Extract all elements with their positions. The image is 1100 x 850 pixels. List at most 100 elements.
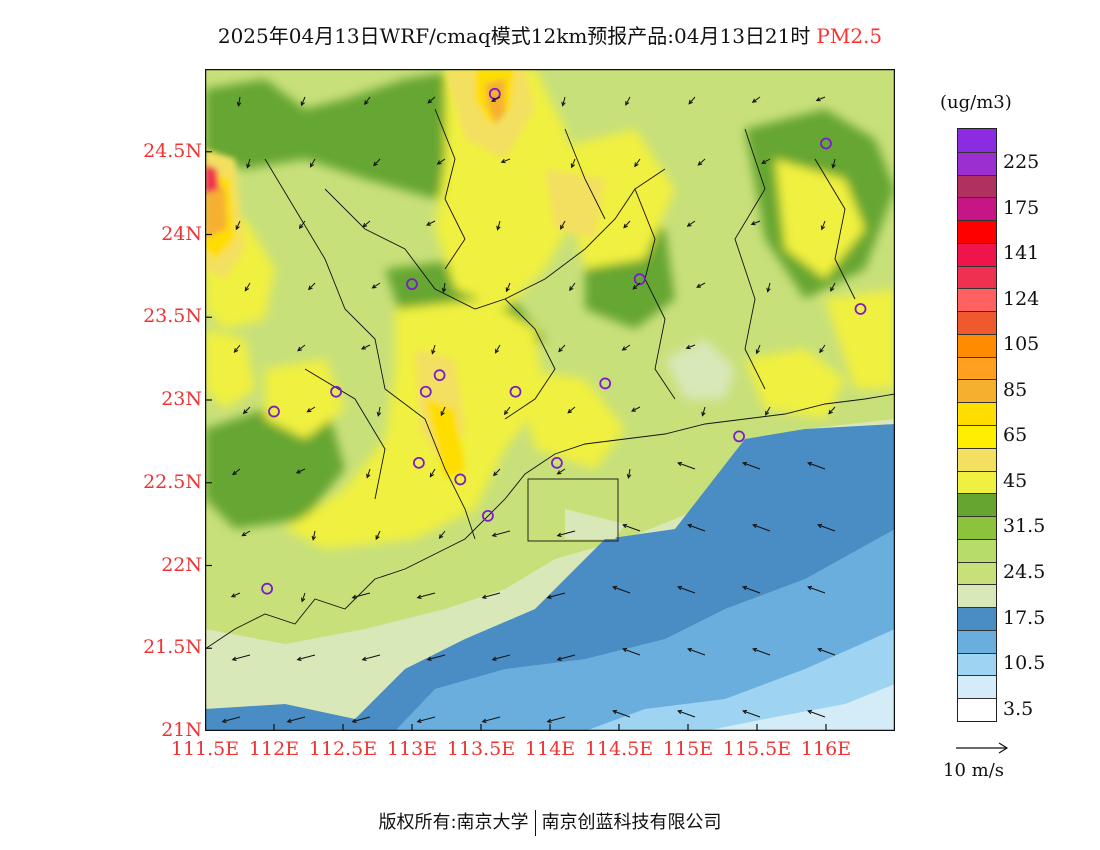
legend-swatch: [958, 129, 996, 153]
wind-arrow: [807, 709, 826, 718]
legend-label: 3.5: [1003, 697, 1034, 720]
legend-unit: (ug/m3): [940, 92, 1012, 113]
legend-separator: [958, 197, 996, 199]
copyright: 版权所有:南京大学 南京创蓝科技有限公司: [0, 808, 1100, 836]
wind-arrow: [819, 344, 826, 354]
wind-arrow: [820, 220, 826, 231]
wind-arrow: [311, 530, 317, 541]
wind-arrow: [677, 461, 696, 470]
legend-separator: [958, 675, 996, 677]
wind-arrow: [500, 158, 511, 164]
legend-separator: [958, 425, 996, 426]
wind-arrow: [697, 158, 706, 166]
legend-swatch: [958, 402, 996, 426]
wind-arrow: [687, 647, 706, 656]
wind-arrow: [558, 344, 566, 353]
wind-arrow: [416, 592, 436, 599]
legend-label: 17.5: [1003, 606, 1046, 629]
wind-arrow: [687, 523, 706, 532]
station-marker: [550, 456, 563, 469]
legend-swatch: [958, 220, 996, 244]
wind-arrow: [560, 220, 566, 230]
legend-label: 85: [1003, 378, 1028, 401]
monitoring-stations: [261, 87, 867, 595]
legend-separator: [958, 265, 996, 267]
station-marker: [633, 273, 646, 286]
station-marker: [330, 385, 343, 398]
copyright-org2: 南京创蓝科技有限公司: [541, 812, 722, 833]
station-marker: [454, 473, 467, 486]
wind-arrow: [371, 282, 381, 289]
wind-arrow: [751, 96, 761, 103]
sea-bands: [205, 419, 895, 731]
lon-tick-label: 113E: [386, 738, 438, 760]
wind-arrow: [300, 96, 306, 107]
legend-swatch: [958, 698, 996, 722]
lon-tick-label: 115E: [662, 738, 714, 760]
legend-label: 141: [1003, 242, 1040, 265]
copyright-divider: [534, 810, 536, 836]
wind-arrow: [686, 220, 696, 227]
legend-swatch: [958, 584, 996, 608]
pm25-hotspots: [205, 69, 605, 479]
wind-arrow: [766, 282, 771, 293]
wind-arrow: [440, 406, 446, 417]
legend-swatch: [958, 197, 996, 221]
legend-separator: [958, 242, 996, 244]
lat-tick-label: 22.5N: [143, 470, 202, 493]
wind-arrow: [622, 647, 641, 656]
wind-arrow: [815, 96, 826, 102]
wind-vectors: [221, 96, 836, 723]
wind-arrow: [546, 716, 566, 723]
wind-arrow: [361, 654, 381, 661]
wind-arrow: [427, 96, 436, 104]
wind-reference-arrow: [956, 742, 1009, 754]
legend-separator: [958, 311, 996, 313]
lon-tick-label: 114E: [524, 738, 576, 760]
legend-label: 45: [1003, 469, 1028, 492]
legend-label: 31.5: [1003, 515, 1046, 538]
wind-arrow: [351, 592, 371, 599]
legend-separator: [958, 607, 996, 609]
station-marker: [733, 430, 745, 443]
wind-arrow: [755, 344, 761, 355]
wind-arrow: [351, 716, 371, 723]
wind-arrow: [298, 220, 306, 230]
station-marker: [854, 303, 867, 315]
wind-arrow: [750, 220, 761, 226]
lon-tick-label: 112.5E: [308, 738, 378, 760]
station-marker: [261, 582, 273, 595]
station-marker: [412, 456, 425, 469]
legend-label: 10.5: [1003, 652, 1046, 675]
wind-arrow: [235, 220, 241, 231]
wind-arrow: [231, 654, 251, 661]
legend-swatch: [958, 356, 996, 380]
wind-arrow: [546, 592, 566, 599]
wind-arrow: [761, 158, 771, 164]
legend-separator: [958, 698, 996, 700]
lon-tick-label: 113.5E: [446, 738, 516, 760]
wind-arrow: [366, 468, 371, 479]
wind-arrow: [306, 406, 316, 413]
lon-tick-label: 116E: [800, 738, 852, 760]
wind-arrow: [556, 530, 576, 537]
station-marker: [481, 509, 494, 522]
wind-arrow: [817, 647, 836, 656]
color-legend: [957, 128, 997, 722]
wind-arrow: [630, 406, 641, 412]
legend-label: 225: [1003, 151, 1040, 174]
legend-swatch: [958, 265, 996, 289]
station-marker: [599, 377, 612, 390]
wind-arrow: [221, 716, 241, 723]
wind-arrow: [491, 96, 501, 102]
lon-tick-label: 112E: [248, 738, 300, 760]
wind-arrow: [309, 158, 316, 168]
wind-arrow: [696, 282, 706, 288]
wind-arrow: [742, 585, 761, 594]
wind-arrow: [503, 406, 511, 416]
legend-separator: [958, 151, 996, 153]
legend-swatch: [958, 470, 996, 494]
wind-arrow: [752, 647, 771, 656]
station-marker: [820, 137, 832, 150]
legend-swatch: [958, 242, 996, 267]
